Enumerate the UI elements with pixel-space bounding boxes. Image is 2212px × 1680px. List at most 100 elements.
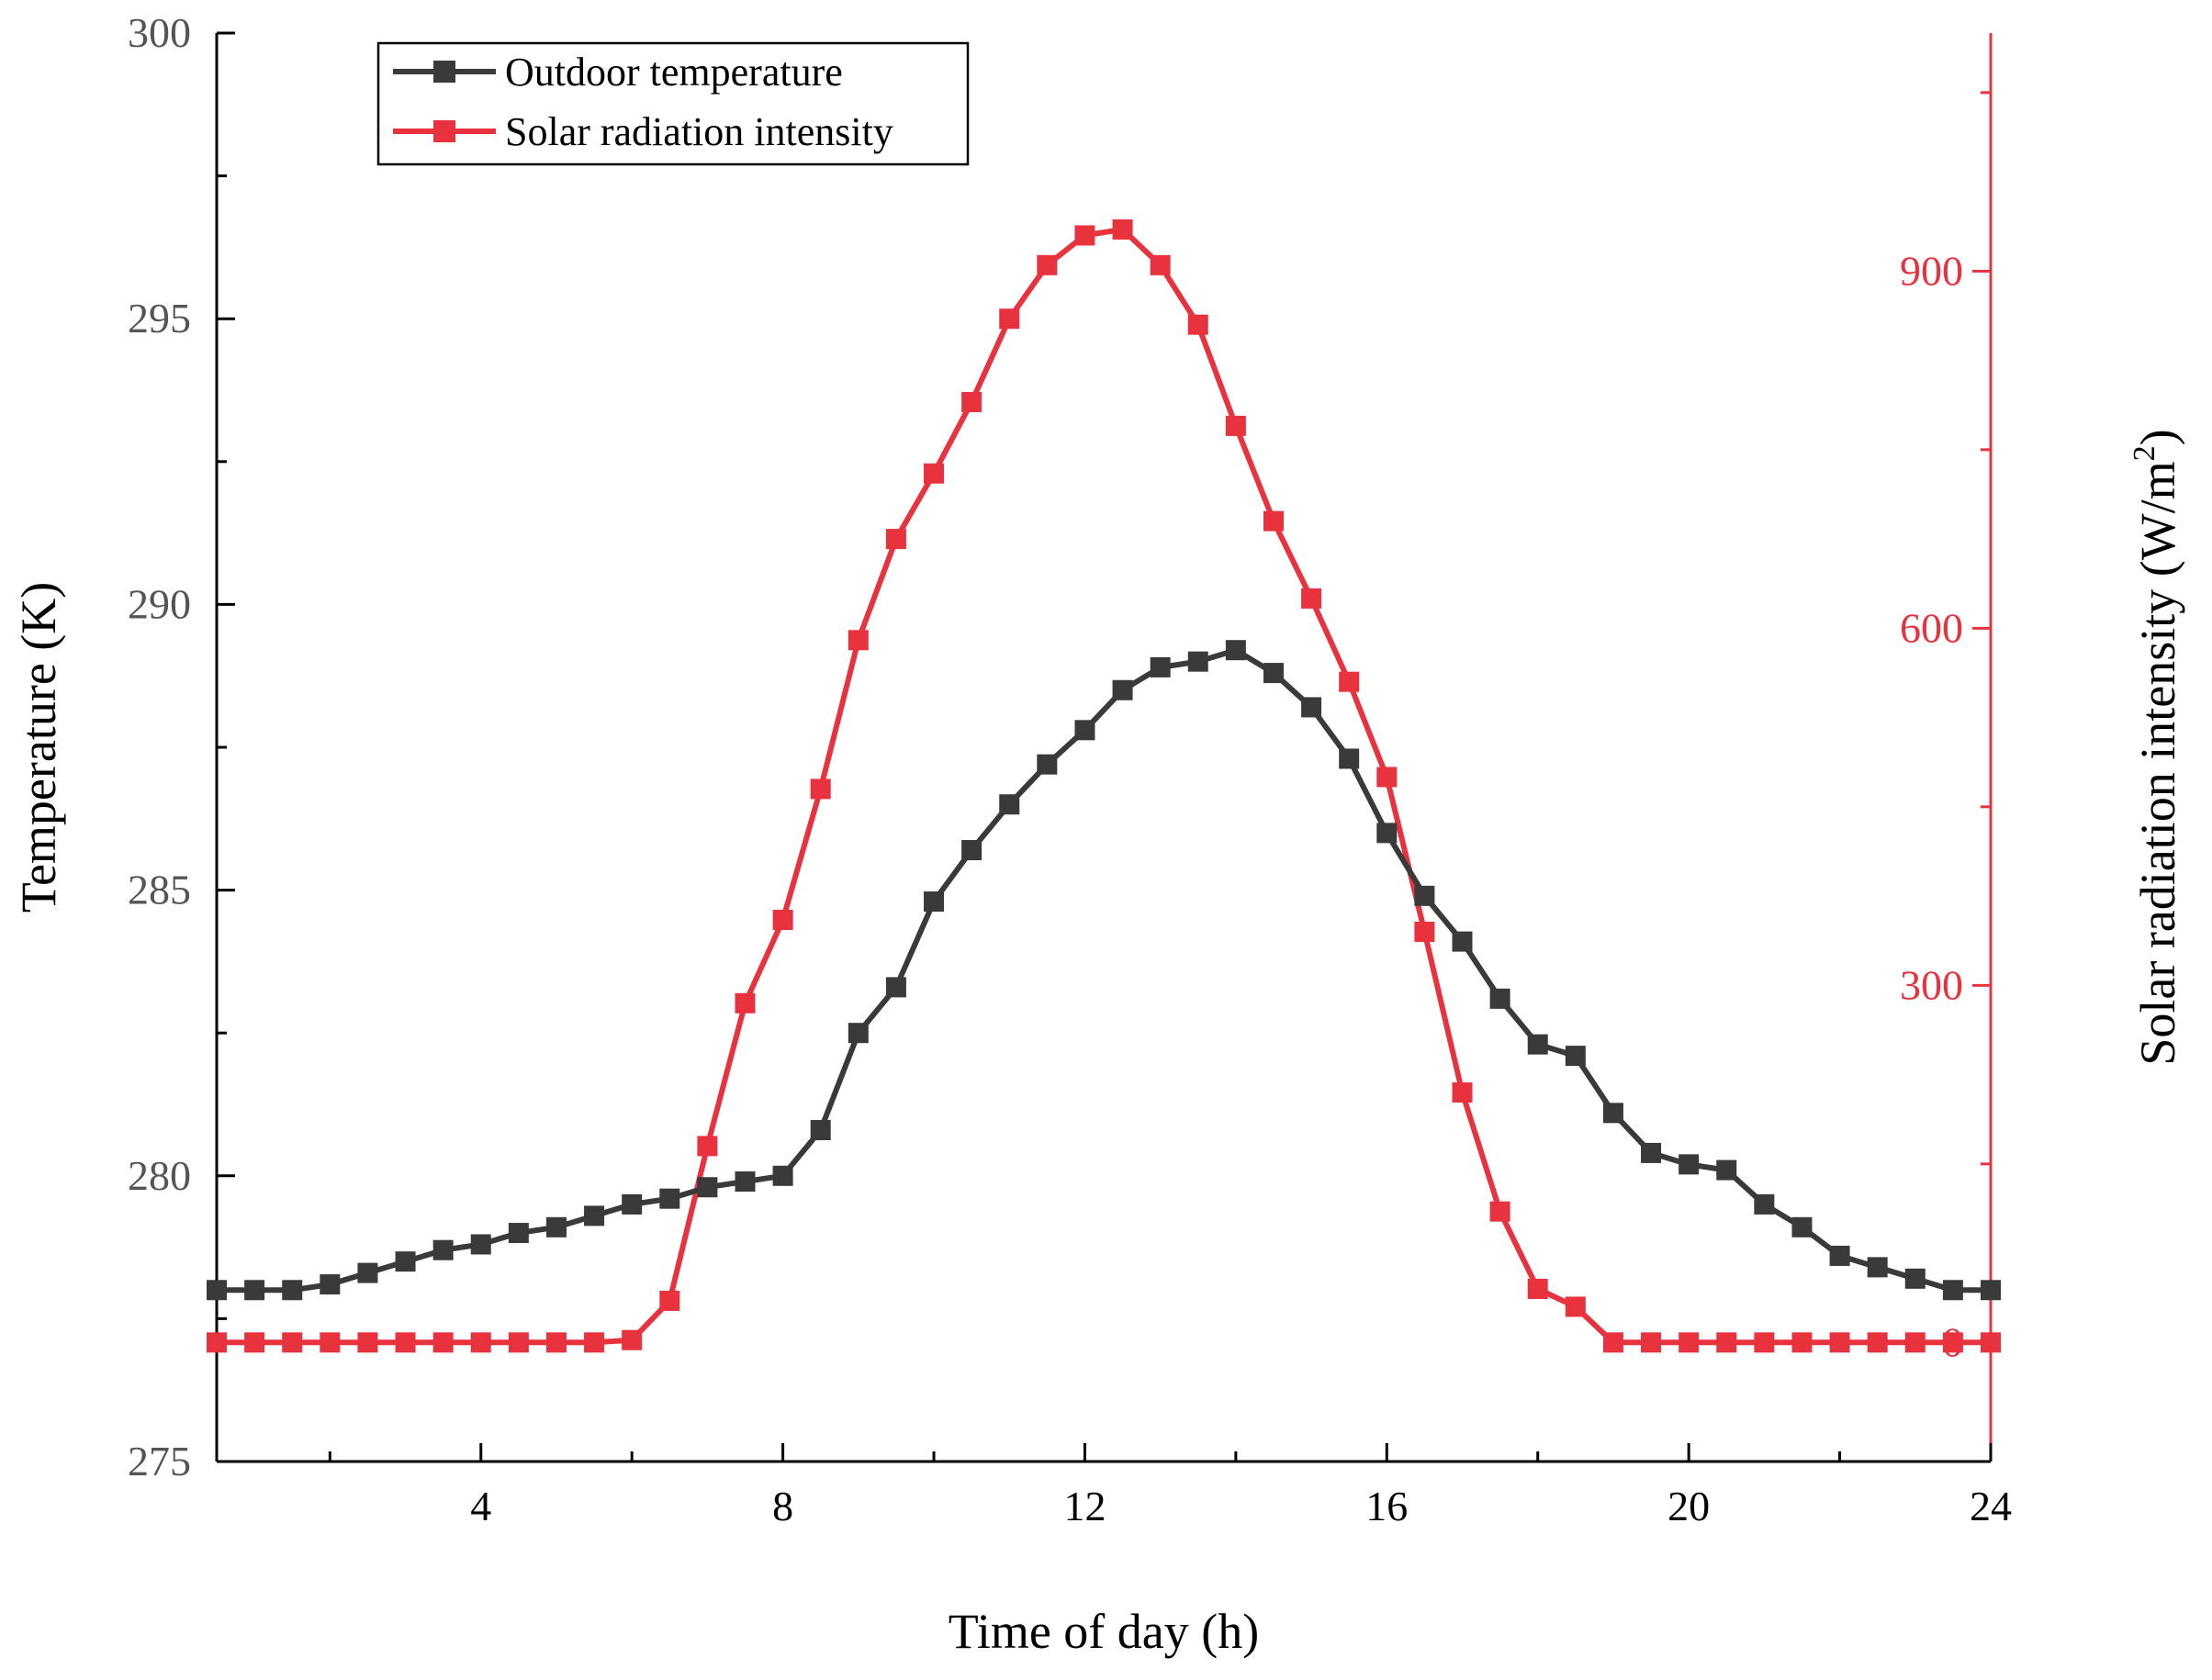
data-point-radiation bbox=[1150, 254, 1171, 275]
y-axis-right-title: Solar radiation intensity (W/m2) bbox=[2128, 429, 2185, 1065]
data-point-radiation bbox=[1904, 1332, 1926, 1353]
x-tick-label: 20 bbox=[1667, 1483, 1710, 1529]
y-axis-right-title-main: Solar radiation intensity (W/m bbox=[2130, 461, 2185, 1065]
legend-label-radiation: Solar radiation intensity bbox=[505, 109, 893, 154]
data-point-temperature bbox=[1527, 1034, 1548, 1055]
data-point-temperature bbox=[924, 891, 945, 913]
data-point-temperature bbox=[1225, 640, 1246, 661]
data-point-radiation bbox=[961, 391, 982, 412]
data-point-temperature bbox=[1150, 656, 1171, 678]
data-point-radiation bbox=[432, 1332, 454, 1353]
x-tick-label: 16 bbox=[1365, 1483, 1408, 1529]
data-point-temperature bbox=[1452, 931, 1473, 952]
data-point-temperature bbox=[1263, 663, 1284, 684]
data-point-radiation bbox=[470, 1332, 491, 1353]
data-point-temperature bbox=[772, 1165, 793, 1186]
data-point-temperature bbox=[1187, 651, 1208, 672]
data-point-temperature bbox=[395, 1251, 416, 1272]
y-left-tick-label: 290 bbox=[128, 580, 191, 627]
data-point-temperature bbox=[961, 840, 982, 861]
data-point-radiation bbox=[244, 1332, 265, 1353]
data-point-temperature bbox=[1981, 1280, 2001, 1301]
data-point-radiation bbox=[735, 992, 756, 1014]
data-point-radiation bbox=[584, 1332, 605, 1353]
y-right-tick-label: 600 bbox=[1900, 604, 1963, 651]
data-point-temperature bbox=[1301, 697, 1322, 718]
data-point-temperature bbox=[1942, 1280, 1963, 1301]
y-left-tick-label: 295 bbox=[128, 295, 191, 342]
data-point-radiation bbox=[848, 630, 869, 651]
data-point-radiation bbox=[622, 1329, 643, 1350]
data-point-radiation bbox=[395, 1332, 416, 1353]
data-point-radiation bbox=[999, 308, 1020, 330]
data-point-temperature bbox=[1414, 885, 1435, 906]
data-point-radiation bbox=[1565, 1296, 1586, 1317]
x-tick-label: 8 bbox=[772, 1483, 793, 1529]
data-point-radiation bbox=[1376, 767, 1398, 788]
y-left-tick-label: 280 bbox=[128, 1152, 191, 1199]
data-point-radiation bbox=[1301, 588, 1322, 609]
data-point-radiation bbox=[885, 529, 906, 550]
data-point-temperature bbox=[622, 1193, 643, 1215]
data-point-radiation bbox=[1602, 1332, 1623, 1353]
y-axis-left-title: Temperature (K) bbox=[11, 582, 66, 913]
data-point-radiation bbox=[282, 1332, 303, 1353]
data-point-temperature bbox=[1074, 720, 1095, 741]
data-point-radiation bbox=[1829, 1332, 1850, 1353]
data-point-temperature bbox=[1602, 1103, 1623, 1124]
data-point-temperature bbox=[357, 1262, 378, 1283]
data-point-temperature bbox=[470, 1234, 491, 1255]
data-point-temperature bbox=[999, 794, 1020, 815]
data-point-radiation bbox=[1414, 921, 1435, 942]
data-point-radiation bbox=[1942, 1332, 1963, 1353]
series-line-temperature bbox=[217, 647, 1991, 1294]
data-point-temperature bbox=[1791, 1216, 1813, 1238]
data-point-radiation bbox=[1867, 1332, 1888, 1353]
data-point-radiation bbox=[1679, 1332, 1700, 1353]
x-tick-label: 12 bbox=[1063, 1483, 1106, 1529]
legend: Outdoor temperature Solar radiation inte… bbox=[376, 41, 970, 166]
y-axis-right-title-suffix: ) bbox=[2130, 429, 2185, 445]
data-point-temperature bbox=[320, 1274, 341, 1295]
y-left-tick-label: 300 bbox=[128, 9, 191, 56]
data-point-radiation bbox=[1754, 1332, 1775, 1353]
data-point-radiation bbox=[924, 463, 945, 484]
data-point-radiation bbox=[357, 1332, 378, 1353]
data-point-temperature bbox=[508, 1223, 529, 1244]
data-point-radiation bbox=[772, 910, 793, 931]
data-point-radiation bbox=[1339, 671, 1360, 692]
x-axis-title: Time of day (h) bbox=[949, 1604, 1259, 1659]
data-point-temperature bbox=[1867, 1257, 1888, 1278]
y-right-tick-label: 900 bbox=[1900, 247, 1963, 294]
data-point-radiation bbox=[1527, 1278, 1548, 1299]
data-point-temperature bbox=[432, 1239, 454, 1260]
data-point-radiation bbox=[1489, 1201, 1510, 1222]
legend-box bbox=[376, 41, 970, 166]
data-point-radiation bbox=[697, 1136, 718, 1157]
data-point-temperature bbox=[810, 1120, 831, 1141]
data-point-temperature bbox=[1754, 1193, 1775, 1215]
data-point-temperature bbox=[244, 1280, 265, 1301]
data-point-temperature bbox=[659, 1188, 680, 1209]
data-point-radiation bbox=[1263, 510, 1284, 532]
data-point-temperature bbox=[1716, 1159, 1737, 1181]
data-point-temperature bbox=[1376, 823, 1398, 844]
x-tick-label: 4 bbox=[470, 1483, 491, 1529]
data-point-temperature bbox=[1112, 679, 1133, 700]
data-point-temperature bbox=[1904, 1268, 1926, 1289]
data-point-temperature bbox=[207, 1280, 227, 1301]
data-point-temperature bbox=[1037, 754, 1058, 775]
data-point-radiation bbox=[1074, 225, 1095, 246]
data-point-radiation bbox=[545, 1332, 567, 1353]
series-layer bbox=[207, 218, 2001, 1353]
data-point-temperature bbox=[848, 1023, 869, 1044]
axes: 48121620242752802852902953000300600900 bbox=[128, 9, 2012, 1529]
data-point-temperature bbox=[282, 1280, 303, 1301]
data-point-radiation bbox=[1716, 1332, 1737, 1353]
data-point-radiation bbox=[659, 1290, 680, 1311]
data-point-radiation bbox=[1981, 1332, 2001, 1353]
legend-label-temperature: Outdoor temperature bbox=[505, 50, 843, 95]
data-point-temperature bbox=[1339, 748, 1360, 769]
